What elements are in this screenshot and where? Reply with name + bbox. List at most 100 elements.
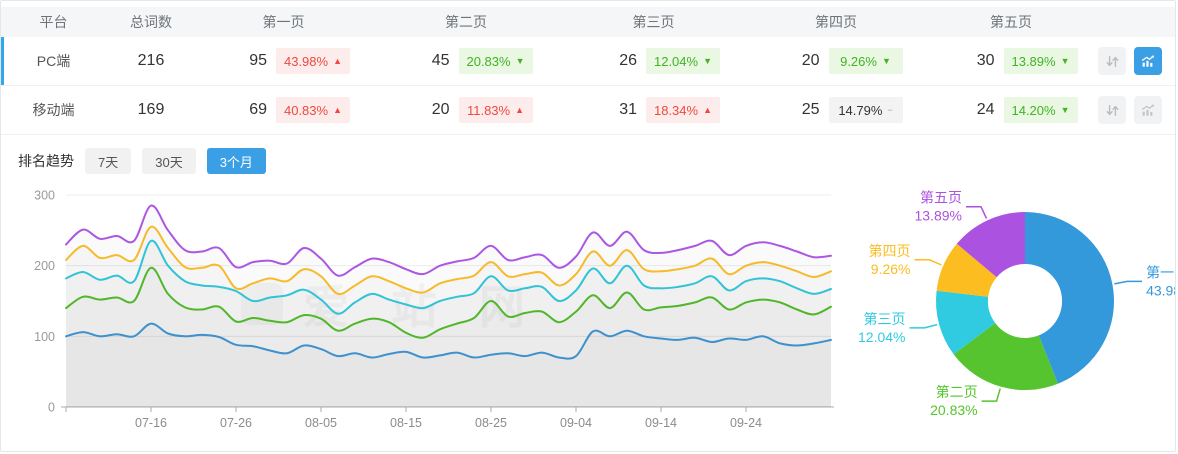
line-chart-icon xyxy=(1141,104,1154,116)
trend-arrow-icon: ▲ xyxy=(333,55,342,66)
charts-area: 爱站网 07-1607-2608-0508-1508-2509-0409-140… xyxy=(1,179,1175,441)
mobile-page1-cell: 69 40.83% ▲ xyxy=(196,97,371,123)
updown-arrows-icon xyxy=(1106,55,1118,67)
donut-svg: 第一页 43.98% 第二页 20.83% 第三页 12.04% 第四页 9.26% 第五页 13… xyxy=(858,190,1176,418)
donut-slice-第五页 xyxy=(956,212,1025,278)
trend-arrow-icon: ▼ xyxy=(703,55,712,66)
header-platform: 平台 xyxy=(39,14,68,30)
trend-arrow-icon: ▲ xyxy=(703,104,712,115)
page-count: 20 xyxy=(801,52,820,69)
trend-line-svg: 07-16 07-26 08-05 08-15 08-25 09-04 09-14 09-24… xyxy=(34,189,834,430)
donut-label: 第五页 xyxy=(920,190,962,206)
page-count: 69 xyxy=(249,101,267,118)
compare-button[interactable] xyxy=(1098,96,1126,124)
series-line-第一页 xyxy=(65,322,832,360)
trend-title: 排名趋势 xyxy=(18,153,74,169)
change-badge: 18.34% ▲ xyxy=(646,97,720,123)
donut-slice-第三页 xyxy=(935,290,996,355)
change-badge: 14.79% − xyxy=(828,97,903,123)
svg-text:09-14: 09-14 xyxy=(645,416,677,430)
tab-7days[interactable]: 7天 xyxy=(85,148,132,174)
svg-text:07-26: 07-26 xyxy=(220,416,252,430)
trend-arrow-icon: ▼ xyxy=(881,55,891,66)
series-area-第五页 xyxy=(66,205,831,407)
donut-slice-第一页 xyxy=(1025,212,1115,384)
compare-button[interactable] xyxy=(1098,47,1126,75)
tab-30days[interactable]: 30天 xyxy=(142,148,196,174)
donut-label-line xyxy=(909,323,938,329)
header-page3: 第三页 xyxy=(632,14,675,30)
series-line-第二页 xyxy=(65,266,832,339)
page-count: 30 xyxy=(976,52,995,69)
page-count: 31 xyxy=(619,101,637,118)
donut-label-line xyxy=(914,259,942,266)
pc-page4-cell: 20 9.26% ▼ xyxy=(746,48,926,74)
trend-line-chart: 爱站网 07-1607-2608-0508-1508-2509-0409-140… xyxy=(1,179,847,441)
trend-arrow-icon: ▼ xyxy=(1060,55,1070,66)
mobile-page3-cell: 31 18.34% ▲ xyxy=(561,97,746,123)
svg-text:200: 200 xyxy=(34,259,55,273)
line-chart-icon xyxy=(1141,55,1154,67)
mobile-page2-cell: 20 11.83% ▲ xyxy=(371,97,561,123)
trend-arrow-icon: − xyxy=(887,104,893,115)
header-total-words: 总词数 xyxy=(130,14,172,30)
donut-label: 第二页 xyxy=(936,384,978,400)
trend-arrow-icon: ▼ xyxy=(1060,104,1070,115)
donut-label-line xyxy=(981,388,1001,402)
donut-value: 12.04% xyxy=(858,329,905,345)
total-words-value: 216 xyxy=(137,52,165,69)
header-page1: 第一页 xyxy=(262,14,305,30)
mobile-row-actions xyxy=(1096,96,1175,124)
platform-label: 移动端 xyxy=(32,102,75,118)
svg-text:0: 0 xyxy=(48,401,55,415)
trend-chart-button[interactable] xyxy=(1134,47,1162,75)
page-count: 95 xyxy=(249,52,267,69)
donut-value: 43.98% xyxy=(1146,282,1176,298)
donut-value: 20.83% xyxy=(930,402,977,418)
donut-slice-第四页 xyxy=(936,243,997,297)
page-count: 24 xyxy=(976,101,995,118)
page-count: 20 xyxy=(431,101,450,118)
change-badge: 13.89% ▼ xyxy=(1003,48,1078,74)
platform-label: PC端 xyxy=(36,53,71,69)
change-badge: 11.83% ▲ xyxy=(458,97,533,123)
svg-text:08-25: 08-25 xyxy=(475,416,507,430)
svg-text:100: 100 xyxy=(34,330,55,344)
pc-page2-cell: 45 20.83% ▼ xyxy=(371,48,561,74)
svg-text:09-24: 09-24 xyxy=(730,416,762,430)
pc-page5-cell: 30 13.89% ▼ xyxy=(926,48,1096,74)
donut-label: 第三页 xyxy=(864,311,906,327)
table-row-pc[interactable]: PC端 216 95 43.98% ▲ 45 20.83% ▼ 26 12.04% ▼… xyxy=(1,37,1175,86)
mobile-page4-cell: 25 14.79% − xyxy=(746,97,926,123)
svg-text:300: 300 xyxy=(34,189,55,203)
trend-arrow-icon: ▲ xyxy=(333,104,342,115)
donut-label-line xyxy=(966,205,988,219)
pc-page1-cell: 95 43.98% ▲ xyxy=(196,48,371,74)
donut-label-line xyxy=(1114,280,1143,285)
total-words-value: 169 xyxy=(137,101,165,118)
pc-page3-cell: 26 12.04% ▼ xyxy=(561,48,746,74)
trend-chart-button[interactable] xyxy=(1134,96,1162,124)
svg-text:07-16: 07-16 xyxy=(135,416,167,430)
change-badge: 20.83% ▼ xyxy=(458,48,533,74)
trend-arrow-icon: ▼ xyxy=(515,55,525,66)
series-line-第四页 xyxy=(65,225,832,296)
updown-arrows-icon xyxy=(1106,104,1118,116)
change-badge: 14.20% ▼ xyxy=(1003,97,1078,123)
change-badge: 43.98% ▲ xyxy=(276,48,350,74)
header-page2: 第二页 xyxy=(445,14,487,30)
change-badge: 9.26% ▼ xyxy=(828,48,903,74)
donut-label: 第一页 xyxy=(1146,264,1176,280)
header-page5: 第五页 xyxy=(990,14,1032,30)
svg-text:08-15: 08-15 xyxy=(390,416,422,430)
series-line-第五页 xyxy=(65,204,832,277)
donut-label: 第四页 xyxy=(869,243,911,259)
series-line-第三页 xyxy=(65,239,832,315)
page-count: 26 xyxy=(619,52,637,69)
tab-3months[interactable]: 3个月 xyxy=(206,148,266,174)
table-row-mobile[interactable]: 移动端 169 69 40.83% ▲ 20 11.83% ▲ 31 18.34% ▲… xyxy=(1,86,1175,135)
page-count: 45 xyxy=(431,52,450,69)
page-distribution-donut-chart: 第一页 43.98% 第二页 20.83% 第三页 12.04% 第四页 9.26% 第五页 13… xyxy=(847,179,1176,441)
svg-text:08-05: 08-05 xyxy=(305,416,337,430)
